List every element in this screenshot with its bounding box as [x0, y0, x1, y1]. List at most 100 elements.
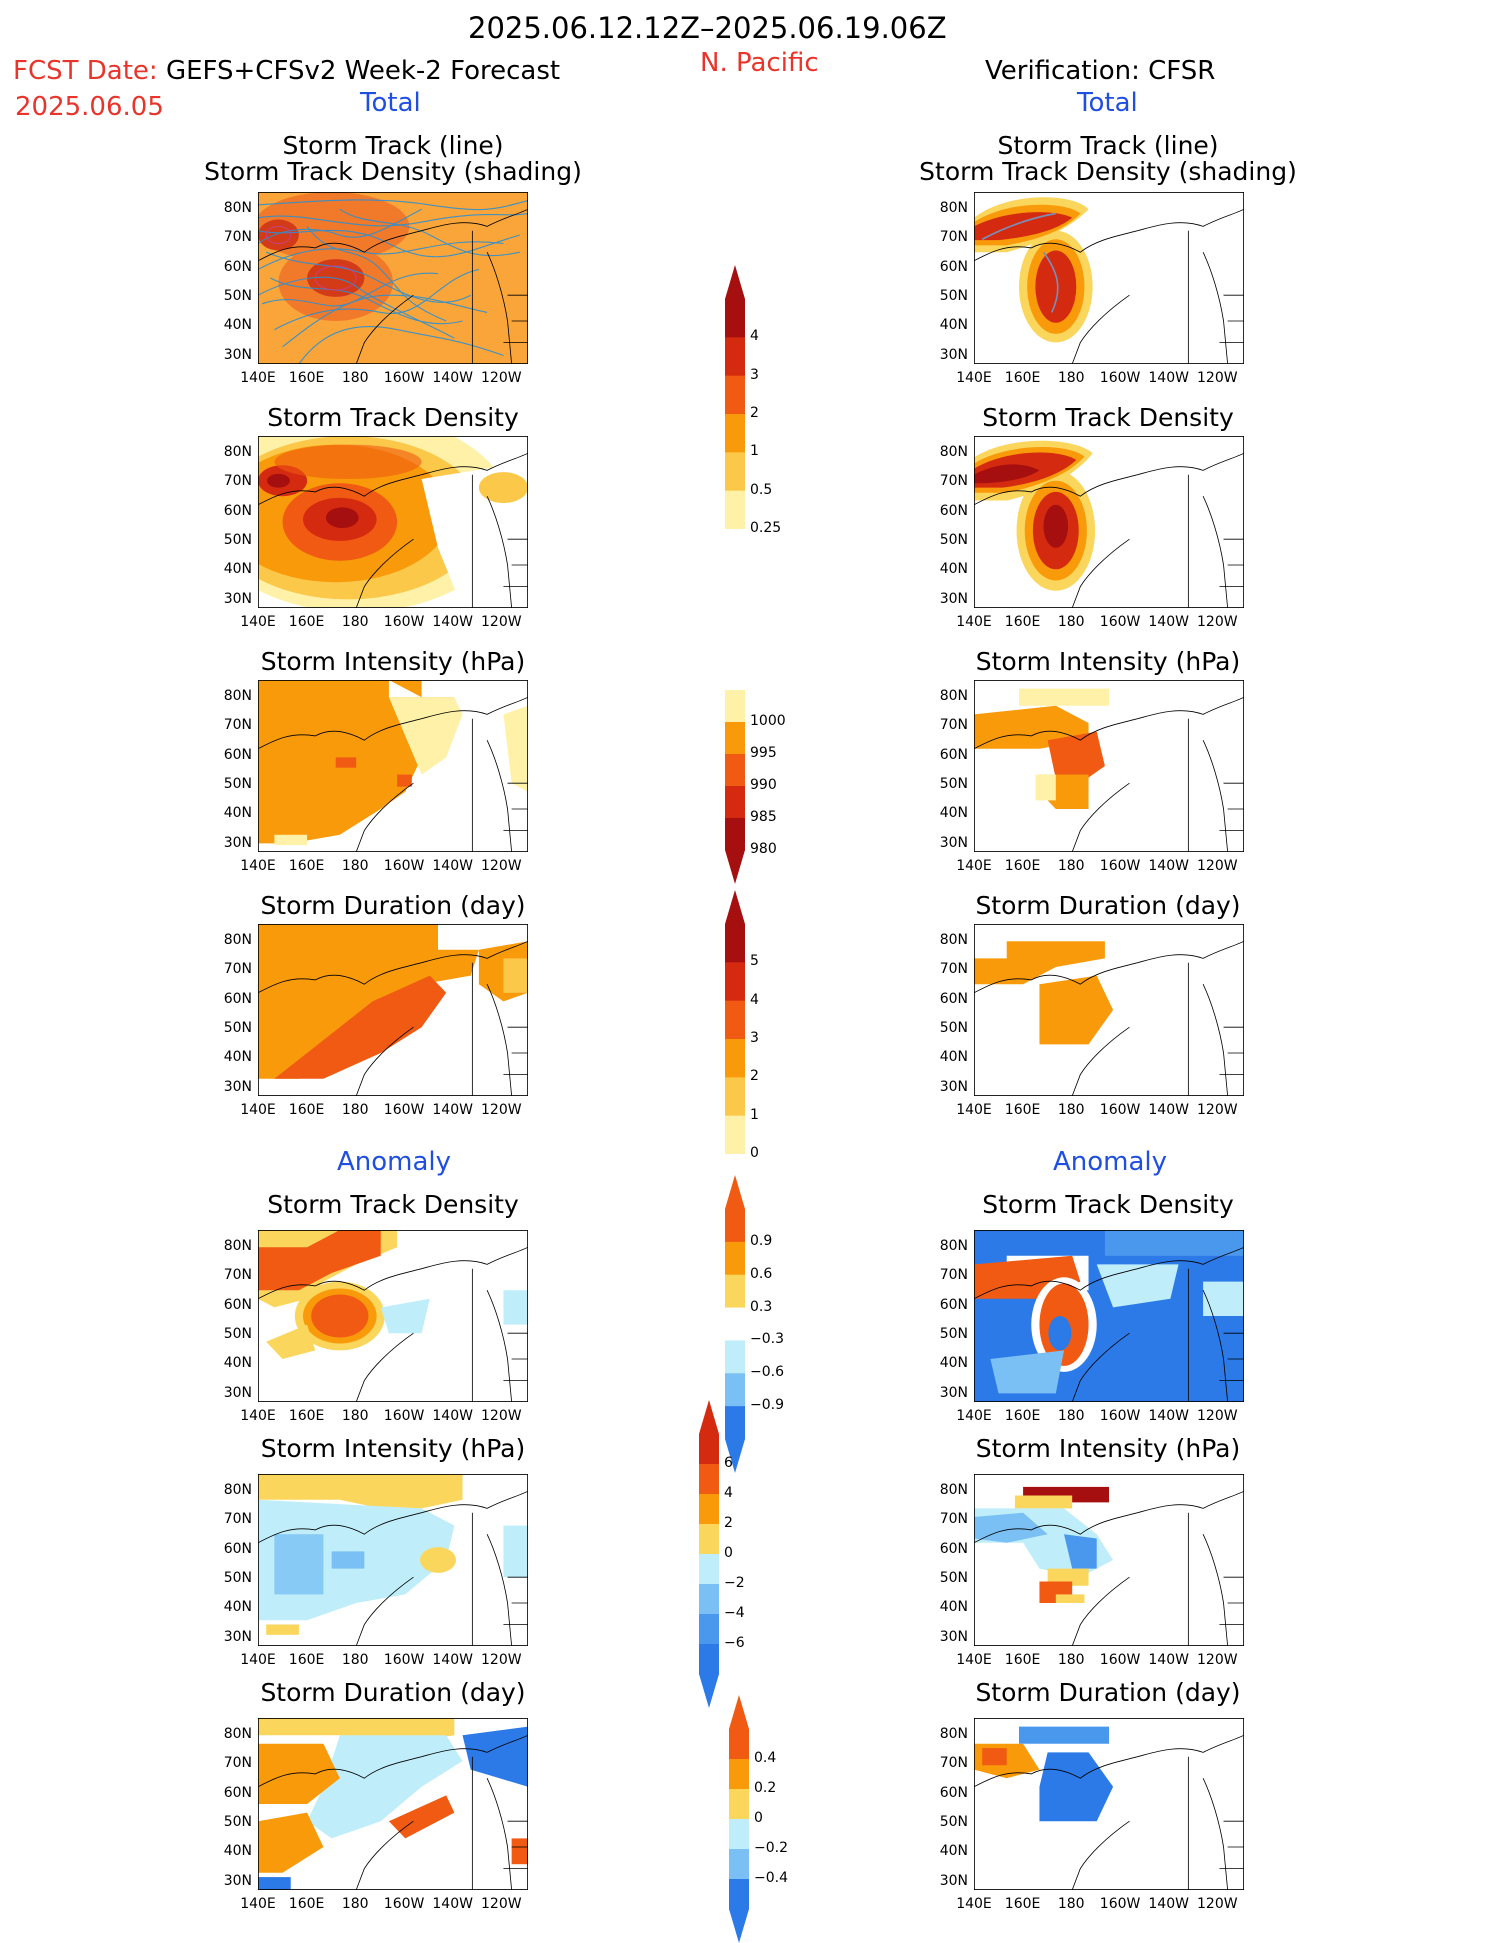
title-track-line-right: Storm Track (line) [997, 131, 1219, 160]
colorbar-swatch [725, 722, 745, 755]
lon-label: 120W [1197, 1408, 1238, 1424]
lon-label: 140E [956, 1652, 992, 1668]
lat-label: 80N [939, 444, 968, 460]
lon-label: 140W [1148, 1102, 1189, 1118]
title-anom-density-right: Storm Track Density [982, 1190, 1234, 1219]
colorbar-label: −4 [724, 1605, 745, 1621]
lat-label: 50N [223, 1325, 252, 1342]
lon-label: 160E [1004, 1408, 1041, 1424]
lat-label: 50N [223, 1569, 252, 1586]
lat-label: 30N [223, 1872, 252, 1889]
colorbar-label: 0 [754, 1810, 763, 1826]
lon-label: 120W [481, 614, 522, 630]
lon-label: 140W [1148, 370, 1189, 386]
colorbar-label: 3 [750, 366, 759, 383]
colorbar-label: 1 [750, 443, 759, 460]
lat-label: 60N [223, 990, 252, 1007]
left-total-label: Total [360, 88, 421, 118]
lon-label: 140E [240, 1408, 276, 1424]
lat-label: 80N [939, 200, 968, 216]
lat-label: 40N [223, 805, 252, 822]
colorbar-arrow-top [729, 1695, 749, 1729]
lat-label: 40N [223, 1599, 252, 1616]
lon-label: 160E [1004, 1652, 1041, 1668]
colorbar-label: −0.4 [754, 1870, 788, 1886]
colorbar-swatch [725, 1209, 745, 1243]
lon-label: 180 [1057, 1896, 1085, 1912]
lon-label: 140E [956, 1102, 992, 1118]
lon-label: 120W [1197, 858, 1238, 874]
colorbar-swatch [699, 1524, 719, 1555]
lon-label: 160E [1004, 858, 1041, 874]
lon-label: 160W [1099, 370, 1141, 386]
lat-label: 50N [939, 287, 968, 304]
lon-label: 160E [288, 858, 325, 874]
lon-label: 140E [956, 858, 992, 874]
lon-label: 120W [1197, 370, 1238, 386]
lat-label: 70N [939, 229, 968, 246]
title-anom-intensity-right: Storm Intensity (hPa) [975, 1434, 1241, 1463]
lat-label: 80N [939, 1726, 968, 1742]
lon-label: 180 [341, 614, 369, 630]
lat-label: 40N [223, 1843, 252, 1860]
lon-label: 160E [288, 370, 325, 386]
title-duration-right: Storm Duration (day) [975, 891, 1241, 920]
colorbar-label: 985 [750, 809, 777, 825]
colorbar-swatch [725, 690, 745, 723]
lon-label: 120W [1197, 1652, 1238, 1668]
lon-label: 160W [383, 370, 425, 386]
lat-label: 60N [223, 258, 252, 275]
lon-label: 160E [288, 1408, 325, 1424]
lat-label: 50N [939, 531, 968, 548]
colorbar-label: 1000 [750, 713, 786, 729]
lon-label: 140E [956, 614, 992, 630]
lon-label: 140W [432, 614, 473, 630]
lat-label: 30N [939, 1628, 968, 1645]
lon-label: 120W [481, 370, 522, 386]
colorbar-swatch [725, 337, 745, 377]
colorbar-intensity-anomaly [698, 1400, 720, 1708]
lon-label: 160E [1004, 614, 1041, 630]
colorbar-label: 2 [724, 1515, 733, 1531]
colorbar-label: 0 [724, 1545, 733, 1561]
lat-label: 40N [939, 1599, 968, 1616]
lon-label: 160E [288, 1102, 325, 1118]
lon-label: 180 [1057, 1408, 1085, 1424]
colorbar-swatch [725, 375, 745, 415]
lat-label: 40N [223, 1049, 252, 1066]
lat-label: 30N [939, 346, 968, 363]
lat-label: 60N [939, 1296, 968, 1313]
lat-label: 40N [223, 561, 252, 578]
colorbar-swatch [725, 1241, 745, 1276]
colorbar-label: 990 [750, 777, 777, 793]
lat-label: 40N [939, 805, 968, 822]
lat-label: 60N [939, 258, 968, 275]
lon-label: 140W [432, 1896, 473, 1912]
colorbar-swatch [729, 1849, 749, 1880]
colorbar-swatch [725, 1340, 745, 1374]
colorbar-swatch [725, 1039, 745, 1078]
lon-label: 160W [1099, 1896, 1141, 1912]
colorbar-swatch [725, 1000, 745, 1040]
colorbar-swatch [725, 786, 745, 819]
lon-label: 140E [956, 370, 992, 386]
colorbar-label: 0.3 [750, 1298, 773, 1315]
map-intensity-anomaly-verification [974, 1474, 1244, 1646]
lon-label: 160E [1004, 1102, 1041, 1118]
lat-label: 40N [939, 317, 968, 334]
title-track-line-left: Storm Track (line) [282, 131, 504, 160]
lon-label: 160W [1099, 1408, 1141, 1424]
colorbar-swatch [725, 299, 745, 338]
lon-label: 160W [1099, 614, 1141, 630]
colorbar-swatch [699, 1644, 719, 1675]
colorbar-label: 1 [750, 1106, 759, 1123]
map-duration-anomaly-verification [974, 1718, 1244, 1890]
colorbar-arrow-bottom [699, 1674, 719, 1708]
lat-label: 80N [223, 200, 252, 216]
title-density-left: Storm Track Density [267, 403, 519, 432]
colorbar-label: 3 [750, 1030, 759, 1046]
model-name: GEFS+CFSv2 Week-2 Forecast [165, 56, 561, 86]
lon-label: 120W [481, 1652, 522, 1668]
time-range-title: 2025.06.12.12Z–2025.06.19.06Z [468, 11, 947, 45]
lat-label: 60N [939, 1784, 968, 1801]
